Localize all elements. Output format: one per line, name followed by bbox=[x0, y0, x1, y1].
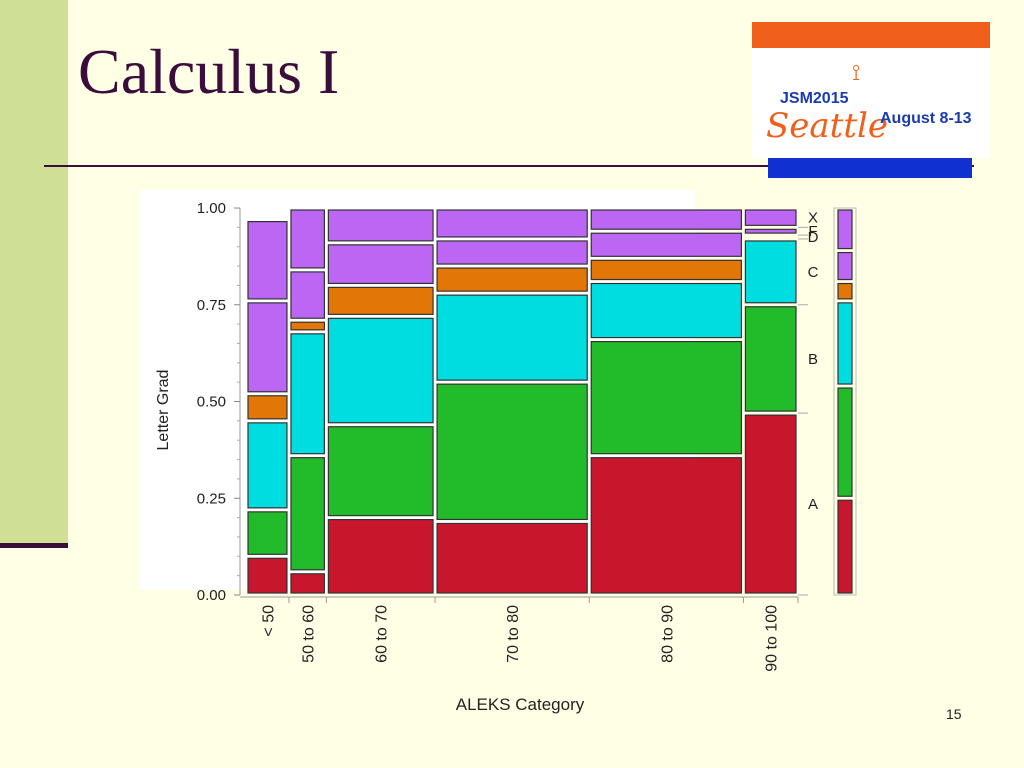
overall-tile-B bbox=[837, 387, 853, 497]
mosaic-tile-A bbox=[436, 522, 588, 594]
overall-tile-D bbox=[837, 282, 853, 300]
mosaic-tile-B bbox=[247, 511, 288, 555]
mosaic-tile-A bbox=[327, 518, 434, 594]
grade-label-B: B bbox=[808, 351, 818, 368]
grade-label-F: F bbox=[808, 223, 817, 240]
mosaic-tile-D bbox=[590, 259, 743, 281]
y-tick-label: 1.00 bbox=[197, 200, 226, 217]
mosaic-tile-B bbox=[590, 340, 743, 455]
mosaic-tile-C bbox=[247, 422, 288, 509]
y-axis-title: Letter Grad bbox=[155, 370, 172, 451]
mosaic-tile-A bbox=[290, 573, 325, 594]
overall-tile-X bbox=[837, 209, 853, 250]
mosaic-tile-X bbox=[290, 209, 325, 269]
mosaic-tile-B bbox=[744, 306, 797, 412]
mosaic-tile-X bbox=[436, 209, 588, 238]
mosaic-tile-F bbox=[436, 240, 588, 265]
grade-label-C: C bbox=[808, 264, 819, 281]
logo-orange-band bbox=[752, 22, 990, 48]
jsm-logo: ⟟ JSM2015 Seattle August 8-13 bbox=[752, 22, 990, 178]
mosaic-tile-F bbox=[744, 228, 797, 234]
mosaic-tile-A bbox=[590, 457, 743, 594]
mosaic-tile-A bbox=[247, 557, 288, 594]
grade-label-A: A bbox=[808, 496, 818, 513]
mosaic-tile-B bbox=[327, 426, 434, 517]
mosaic-tile-C bbox=[290, 333, 325, 455]
y-tick-label: 0.75 bbox=[197, 297, 226, 314]
overall-tile-C bbox=[837, 302, 853, 385]
mosaic-tile-F bbox=[590, 232, 743, 257]
overall-tile-F bbox=[837, 251, 853, 281]
logo-dates: August 8-13 bbox=[880, 110, 972, 127]
mosaic-tile-B bbox=[436, 383, 588, 521]
mosaic-tile-D bbox=[247, 395, 288, 420]
mosaic-tile-B bbox=[290, 457, 325, 571]
mosaic-tile-F bbox=[247, 302, 288, 393]
x-tick-label: 80 to 90 bbox=[659, 605, 676, 663]
overall-tile-A bbox=[837, 499, 853, 594]
space-needle-icon: ⟟ bbox=[852, 60, 861, 85]
logo-city: Seattle bbox=[766, 106, 889, 146]
logo-blue-band bbox=[768, 158, 972, 178]
mosaic-tile-C bbox=[327, 317, 434, 424]
page-number: 15 bbox=[946, 706, 962, 722]
x-tick-label: 90 to 100 bbox=[764, 605, 781, 672]
y-tick-label: 0.50 bbox=[197, 394, 226, 411]
mosaic-tile-A bbox=[744, 414, 797, 594]
mosaic-tile-F bbox=[290, 271, 325, 319]
mosaic-tile-D bbox=[327, 286, 434, 315]
slide-title: Calculus I bbox=[78, 36, 340, 107]
x-tick-label: 60 to 70 bbox=[374, 605, 391, 663]
mosaic-tile-C bbox=[744, 240, 797, 304]
mosaic-tile-X bbox=[744, 209, 797, 226]
mosaic-tile-X bbox=[590, 209, 743, 230]
side-band-accent bbox=[0, 543, 68, 548]
x-tick-label: 50 to 60 bbox=[301, 605, 318, 663]
mosaic-tile-X bbox=[247, 221, 288, 300]
title-rule bbox=[44, 165, 974, 167]
mosaic-tile-D bbox=[436, 267, 588, 292]
logo-event: JSM2015 bbox=[780, 90, 849, 107]
y-tick-label: 0.25 bbox=[197, 490, 226, 507]
overall-bar-frame bbox=[833, 207, 857, 596]
mosaic-tile-C bbox=[436, 294, 588, 381]
mosaic-tile-X bbox=[327, 209, 434, 242]
mosaic-tile-C bbox=[590, 282, 743, 339]
mosaic-tile-D bbox=[290, 321, 325, 331]
y-tick-label: 0.00 bbox=[197, 587, 226, 604]
x-tick-label: < 50 bbox=[260, 605, 277, 637]
mosaic-tile-F bbox=[327, 244, 434, 285]
side-band bbox=[0, 0, 68, 545]
x-axis-title: ALEKS Category bbox=[456, 695, 585, 714]
x-tick-label: 70 to 80 bbox=[505, 605, 522, 663]
grade-label-D: D bbox=[808, 229, 819, 246]
grade-label-X: X bbox=[808, 210, 818, 227]
